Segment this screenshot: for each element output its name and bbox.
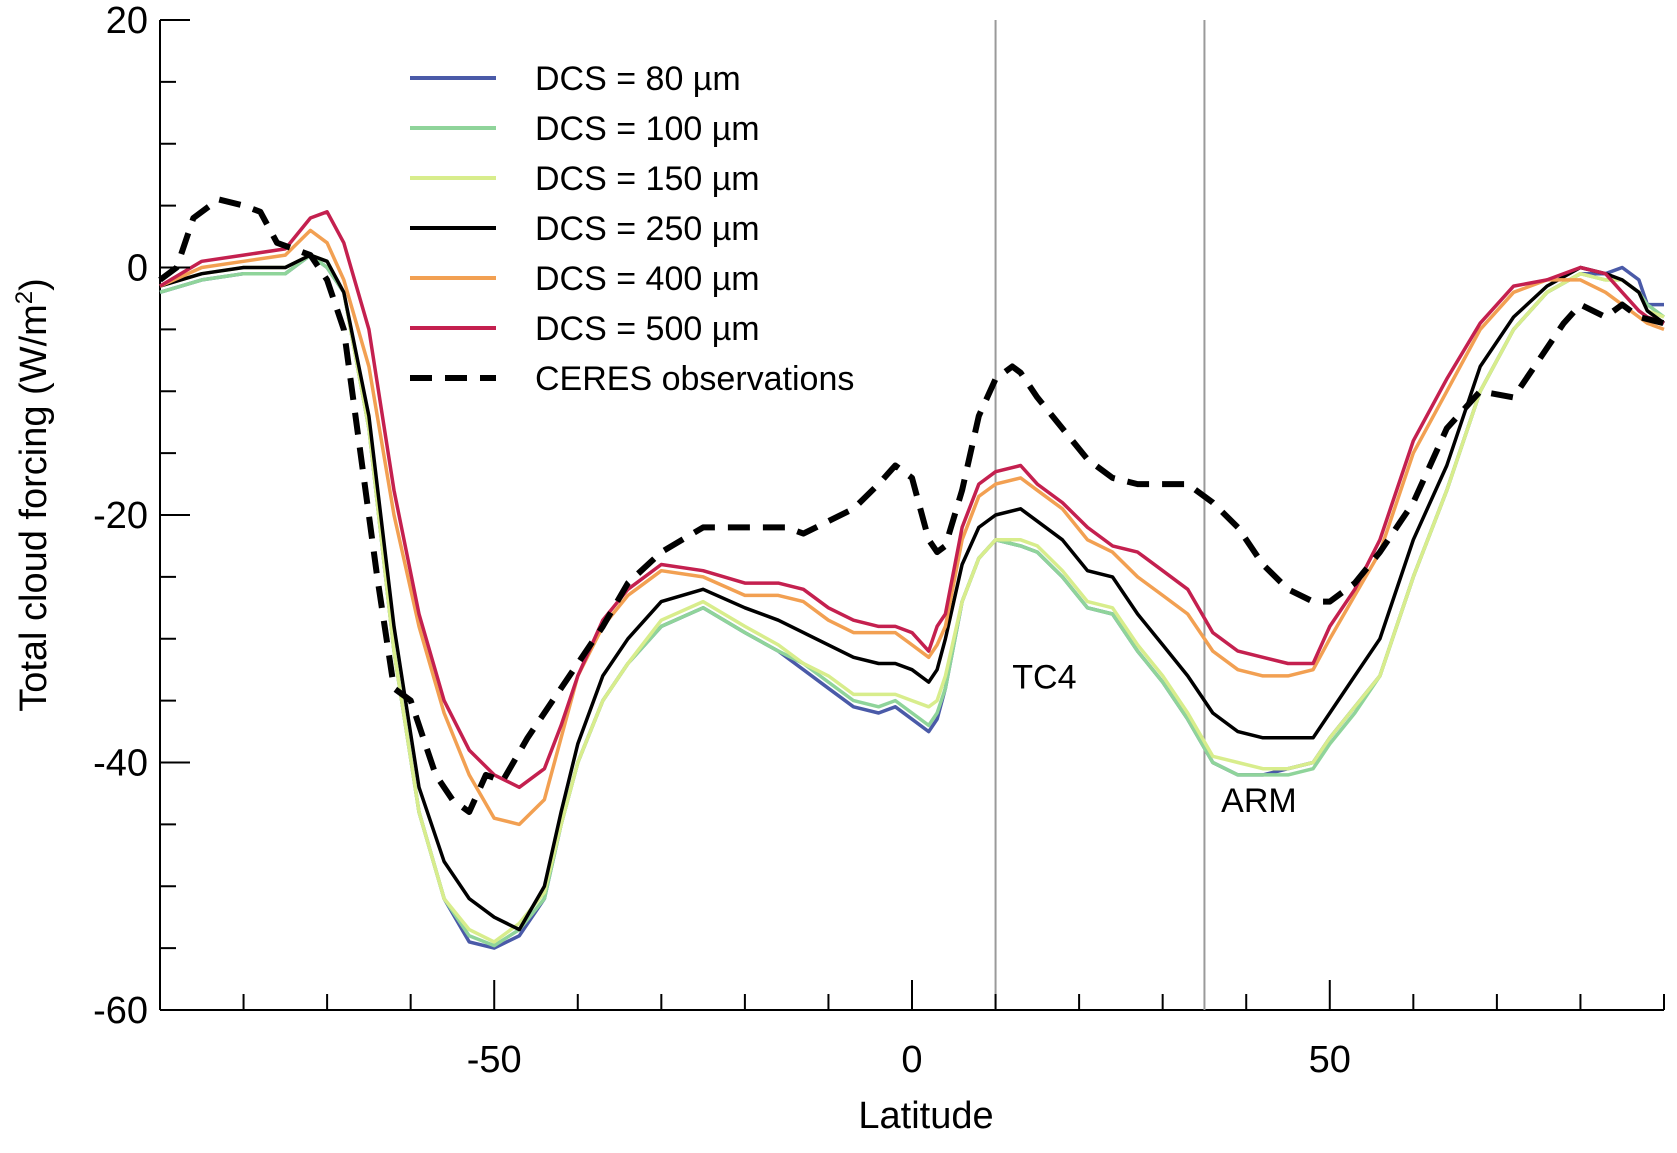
legend-label: DCS = 100 µm: [535, 110, 760, 148]
x-tick-label: 0: [901, 1039, 922, 1081]
series-line: [158, 196, 1665, 815]
series-line: [159, 253, 1664, 950]
legend-label: DCS = 500 µm: [535, 310, 760, 348]
legend-label: DCS = 80 µm: [535, 60, 741, 98]
y-tick-label: -20: [93, 495, 148, 537]
legend: DCS = 80 µm DCS = 100 µm DCS = 150 µm DCS =…: [410, 60, 854, 398]
y-tick-label: -40: [93, 743, 148, 785]
series-line: [159, 228, 1665, 827]
y-axis-title: Total cloud forcing (W/m2): [11, 278, 55, 712]
y-axis-title-superscript: 2: [11, 291, 38, 304]
y-tick-label: -60: [93, 990, 148, 1032]
axis-ticks: 20 0 -20 -40 -60 -50 0 50: [93, 0, 1665, 1081]
reference-lines: TC4 ARM: [994, 20, 1297, 1010]
y-tick-label: 20: [106, 0, 148, 42]
series-lines: [158, 196, 1666, 950]
y-tick-label: 0: [127, 248, 148, 290]
series-line: [159, 253, 1666, 932]
y-axis-title-main: Total cloud forcing (W/m: [13, 304, 55, 712]
x-tick-label: 50: [1309, 1039, 1351, 1081]
legend-label: DCS = 400 µm: [535, 260, 760, 298]
y-axis-title-close: ): [13, 278, 55, 291]
reference-line-label: ARM: [1221, 782, 1297, 820]
legend-label: DCS = 250 µm: [535, 210, 760, 248]
legend-label: DCS = 150 µm: [535, 160, 760, 198]
x-axis-title: Latitude: [858, 1095, 993, 1137]
x-tick-label: -50: [467, 1039, 522, 1081]
series-line: [159, 253, 1666, 948]
legend-label: CERES observations: [535, 360, 854, 398]
series-line: [159, 253, 1665, 944]
series-line: [159, 210, 1665, 790]
reference-line-label: TC4: [1012, 658, 1076, 696]
